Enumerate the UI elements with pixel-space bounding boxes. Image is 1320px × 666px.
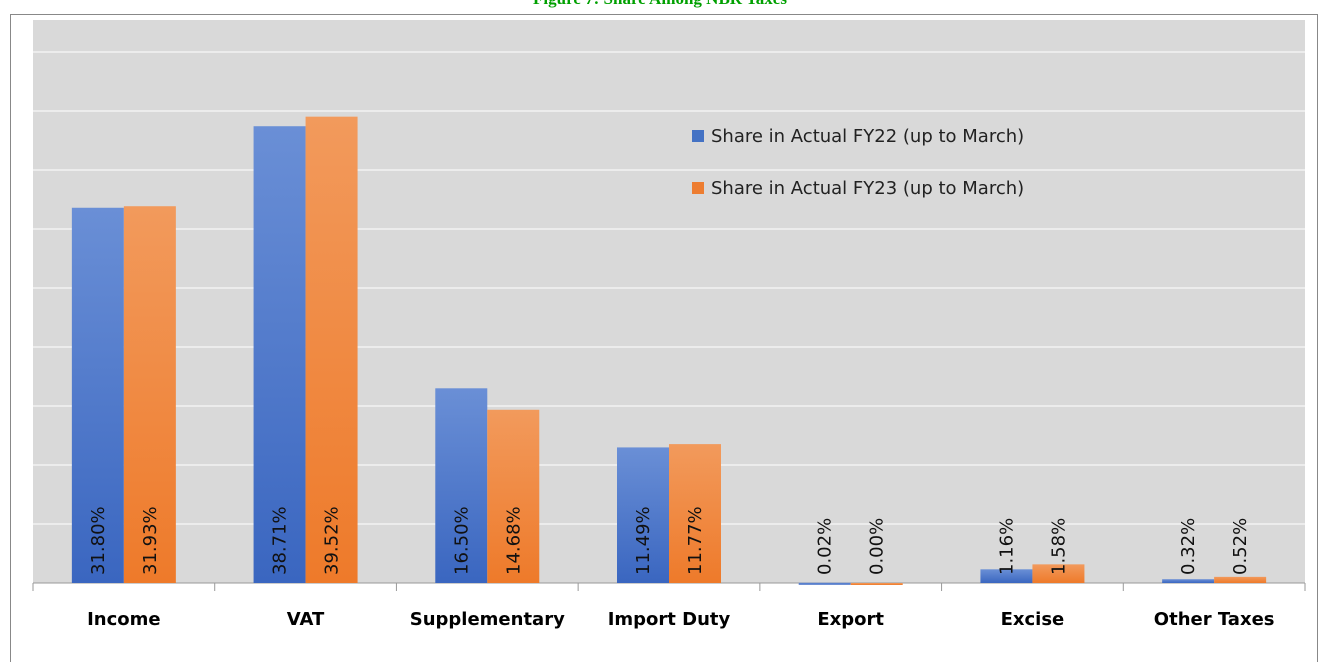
data-label: 0.32% [1178,518,1199,575]
bar [1162,579,1215,583]
bar [487,409,540,583]
legend-label: Share in Actual FY22 (up to March) [711,126,1024,147]
bar [980,569,1033,583]
data-label: 31.93% [140,506,161,575]
data-label: 39.52% [322,506,343,575]
x-tick-label: Export [817,609,884,630]
data-label: 11.77% [685,506,706,575]
data-label: 1.16% [996,518,1017,575]
data-label: 0.52% [1230,518,1251,575]
x-tick-label: Excise [1001,609,1065,630]
bar [123,206,176,583]
bar [435,388,488,583]
bar [850,583,903,585]
x-tick-label: Income [87,609,161,630]
legend-swatch [692,182,704,194]
legend-label: Share in Actual FY23 (up to March) [711,178,1024,199]
bar [617,447,669,583]
x-tick-label: Supplementary [410,609,565,630]
data-label: 0.02% [815,518,836,575]
bar [669,444,721,583]
data-label: 16.50% [451,506,472,575]
data-label: 14.68% [503,506,524,575]
bar [1032,564,1085,583]
bar [798,582,851,585]
data-label: 1.58% [1048,518,1069,575]
bar [305,116,358,583]
bar [71,207,124,583]
data-label: 38.71% [270,506,291,575]
x-tick-label: Import Duty [608,609,731,630]
bar [253,126,306,584]
x-tick-label: VAT [287,609,325,630]
bar [1214,576,1267,583]
data-label: 11.49% [633,506,654,575]
data-label: 0.00% [867,518,888,575]
legend-swatch [692,130,704,142]
data-label: 31.80% [88,506,109,575]
chart-title: Figure 7: Share Among NBR Taxes [533,0,787,8]
x-tick-label: Other Taxes [1154,609,1275,630]
